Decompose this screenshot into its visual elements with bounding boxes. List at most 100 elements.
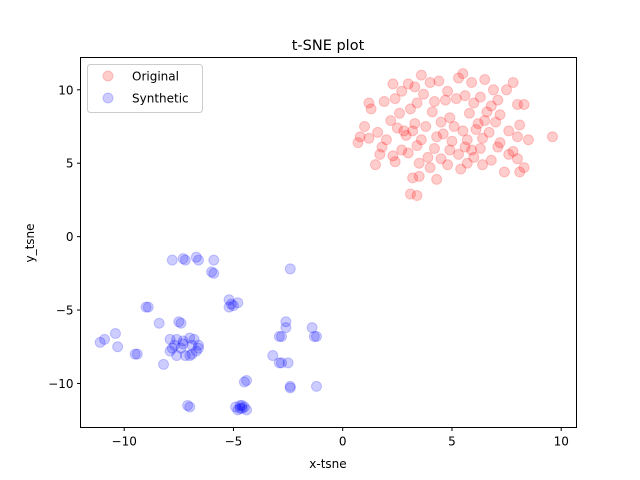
point-original-31 xyxy=(404,103,416,115)
point-original-63 xyxy=(494,137,506,149)
point-original-52 xyxy=(483,126,495,138)
point-synthetic-18 xyxy=(175,317,187,329)
point-synthetic-4 xyxy=(192,254,204,266)
point-synthetic-1 xyxy=(177,253,189,265)
point-synthetic-26 xyxy=(109,328,121,340)
point-synthetic-60 xyxy=(182,399,194,411)
point-original-37 xyxy=(385,115,397,127)
point-synthetic-52 xyxy=(273,357,285,369)
point-original-34 xyxy=(463,107,475,119)
point-original-79 xyxy=(402,147,414,159)
point-synthetic-19 xyxy=(280,316,292,328)
point-synthetic-37 xyxy=(188,333,200,345)
y-tick-label: −5 xyxy=(56,304,74,318)
point-original-39 xyxy=(435,116,447,128)
point-original-67 xyxy=(352,137,364,149)
point-original-71 xyxy=(428,143,440,155)
point-synthetic-51 xyxy=(267,350,279,362)
point-synthetic-38 xyxy=(168,339,180,351)
point-original-0 xyxy=(415,69,427,81)
x-tick-label: 0 xyxy=(339,435,347,449)
point-original-16 xyxy=(459,90,471,102)
point-original-8 xyxy=(487,84,499,96)
plot-area-frame xyxy=(80,57,577,428)
point-original-66 xyxy=(546,131,558,143)
point-synthetic-5 xyxy=(208,254,220,266)
point-original-35 xyxy=(481,106,493,118)
point-synthetic-23 xyxy=(310,330,322,342)
legend-frame xyxy=(87,64,203,113)
point-synthetic-10 xyxy=(232,297,244,309)
point-synthetic-2 xyxy=(179,254,191,266)
point-original-83 xyxy=(468,151,480,163)
point-original-76 xyxy=(507,145,519,157)
point-synthetic-68 xyxy=(236,399,248,411)
point-synthetic-11 xyxy=(225,298,237,310)
point-synthetic-29 xyxy=(112,341,124,353)
point-original-20 xyxy=(378,96,390,108)
point-original-51 xyxy=(470,123,482,135)
point-synthetic-43 xyxy=(171,350,183,362)
point-synthetic-34 xyxy=(171,333,183,345)
point-original-46 xyxy=(391,122,403,134)
point-original-15 xyxy=(442,85,454,97)
point-synthetic-25 xyxy=(276,330,288,342)
legend-label-synthetic: Synthetic xyxy=(132,92,189,106)
point-synthetic-69 xyxy=(234,402,246,414)
point-original-33 xyxy=(444,112,456,124)
point-synthetic-31 xyxy=(131,348,143,360)
point-original-10 xyxy=(424,76,436,88)
point-synthetic-15 xyxy=(142,301,154,313)
x-axis-ticks: −10 −5 0 5 10 xyxy=(112,427,569,449)
point-original-65 xyxy=(522,134,534,146)
point-synthetic-30 xyxy=(129,348,141,360)
point-original-72 xyxy=(444,144,456,156)
point-synthetic-3 xyxy=(190,251,202,263)
point-original-49 xyxy=(437,128,449,140)
point-synthetic-16 xyxy=(153,317,165,329)
point-synthetic-47 xyxy=(192,342,204,354)
point-synthetic-27 xyxy=(99,333,111,345)
point-synthetic-36 xyxy=(184,332,196,344)
point-original-2 xyxy=(479,74,491,86)
point-synthetic-48 xyxy=(177,338,189,350)
legend-label-original: Original xyxy=(132,70,179,84)
point-original-32 xyxy=(426,106,438,118)
point-original-60 xyxy=(446,135,458,147)
x-axis-label: x-tsne xyxy=(309,457,346,471)
point-original-87 xyxy=(369,159,381,171)
point-original-19 xyxy=(363,97,375,109)
point-original-23 xyxy=(428,96,440,108)
point-original-98 xyxy=(404,188,416,200)
point-original-5 xyxy=(409,81,421,93)
y-tick-label: 0 xyxy=(66,230,74,244)
point-synthetic-45 xyxy=(186,348,198,360)
point-synthetic-6 xyxy=(206,266,218,278)
point-synthetic-39 xyxy=(175,342,187,354)
point-original-45 xyxy=(372,126,384,138)
legend-marker-original xyxy=(102,70,114,82)
point-original-4 xyxy=(387,78,399,90)
point-original-85 xyxy=(503,148,515,160)
point-synthetic-42 xyxy=(164,345,176,357)
point-original-74 xyxy=(474,143,486,155)
point-original-57 xyxy=(400,129,412,141)
point-original-69 xyxy=(396,144,408,156)
point-synthetic-63 xyxy=(234,399,246,411)
x-tick-label: 5 xyxy=(448,435,456,449)
point-synthetic-28 xyxy=(94,336,106,348)
point-original-86 xyxy=(512,153,523,165)
point-synthetic-8 xyxy=(284,263,296,275)
point-original-82 xyxy=(453,148,465,160)
point-synthetic-66 xyxy=(232,404,244,416)
point-original-17 xyxy=(474,91,486,103)
point-original-25 xyxy=(468,97,480,109)
point-original-90 xyxy=(442,159,454,171)
point-original-77 xyxy=(374,148,386,160)
point-synthetic-24 xyxy=(273,330,285,342)
point-synthetic-59 xyxy=(310,380,322,392)
point-synthetic-0 xyxy=(166,254,178,266)
point-synthetic-64 xyxy=(236,402,248,414)
point-original-102 xyxy=(466,144,478,156)
point-original-56 xyxy=(380,134,392,146)
